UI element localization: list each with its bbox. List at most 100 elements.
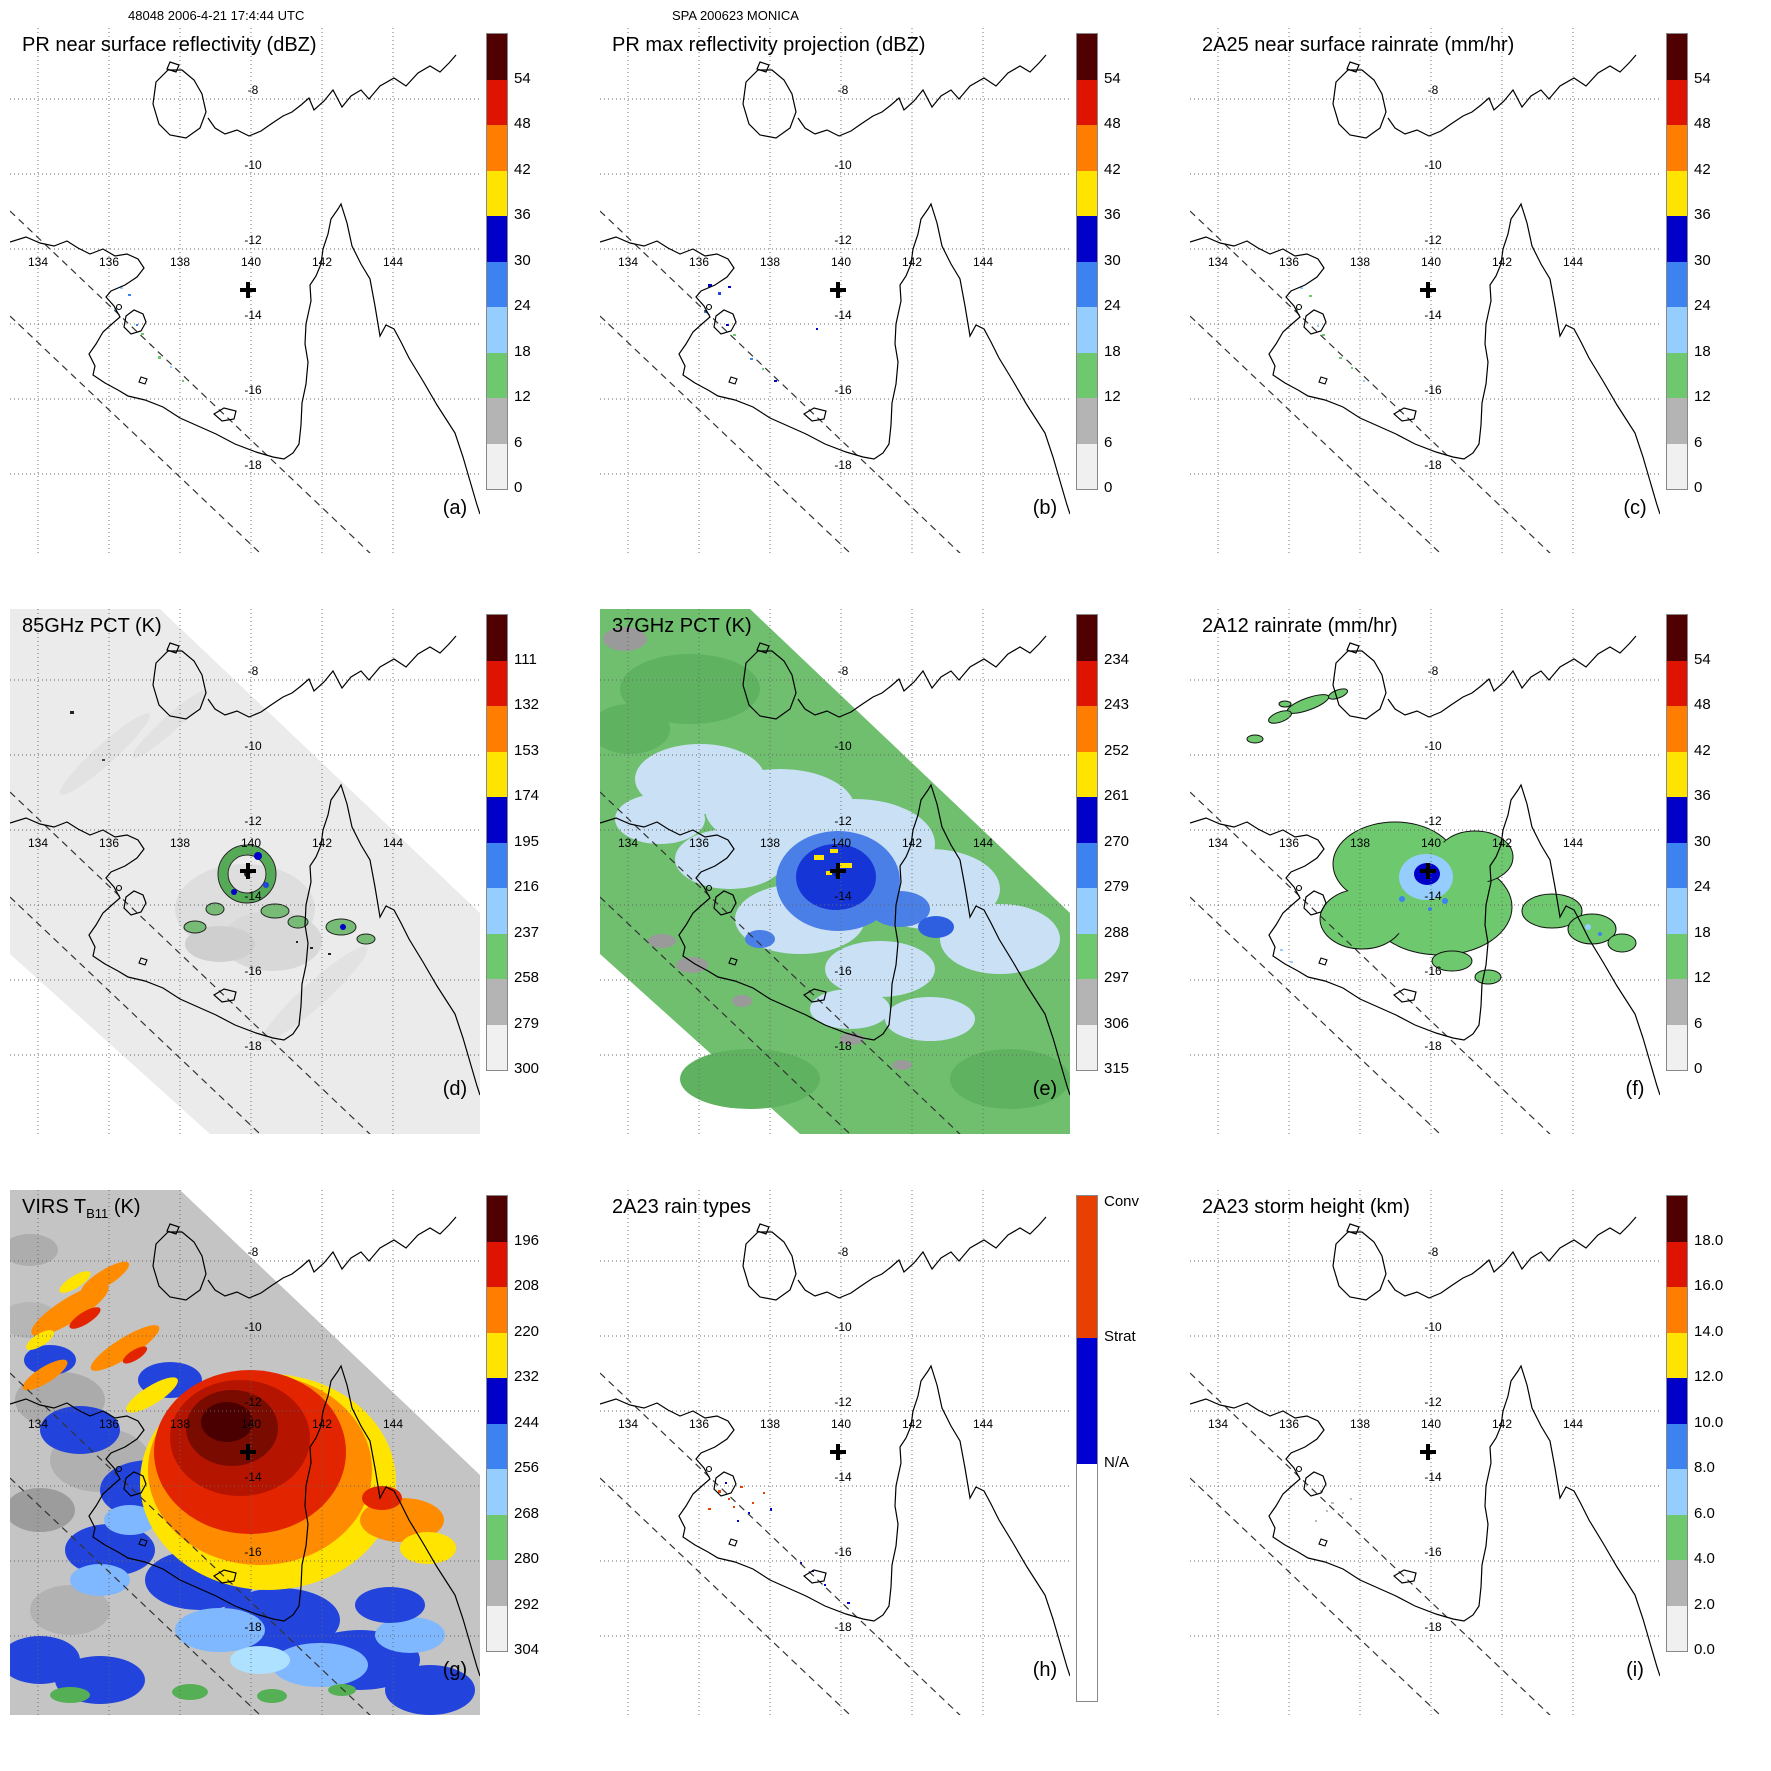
figure-header-storm-name: SPA 200623 MONICA bbox=[672, 8, 799, 23]
lon-label: 140 bbox=[241, 1417, 261, 1431]
data-overlay bbox=[69, 1307, 101, 1329]
colorbar-tick: 54 bbox=[1694, 69, 1711, 87]
colorbar-segment bbox=[1077, 125, 1097, 171]
colorbar-tick: 12.0 bbox=[1694, 1368, 1724, 1385]
colorbar-segment bbox=[1667, 1241, 1687, 1287]
colorbar-tick: 36 bbox=[514, 206, 531, 223]
basemap bbox=[1190, 1216, 1660, 1677]
colorbar-segment bbox=[1077, 751, 1097, 797]
data-overlay bbox=[918, 916, 954, 938]
colorbar-d: 111 132 153 174 195 216 237 258 279 300 bbox=[486, 614, 596, 1077]
island-bickerton bbox=[1295, 884, 1303, 892]
data-overlay bbox=[725, 1482, 727, 1484]
panel-letter: (c) bbox=[1623, 497, 1646, 519]
colorbar-segment bbox=[1667, 125, 1687, 171]
lon-label: 134 bbox=[1208, 836, 1228, 850]
data-overlay bbox=[830, 849, 838, 853]
colorbar-segment bbox=[1667, 261, 1687, 307]
colorbar-segment bbox=[1667, 1423, 1687, 1469]
coastline-new-guinea bbox=[797, 1216, 1047, 1299]
colorbar-tick: 18 bbox=[1694, 923, 1711, 941]
colorbar-segment bbox=[1667, 1196, 1687, 1242]
colorbar-tick: 16.0 bbox=[1694, 1277, 1724, 1294]
lat-label: -12 bbox=[244, 233, 262, 247]
lat-label: -14 bbox=[244, 308, 262, 322]
data-overlay bbox=[182, 380, 184, 382]
lat-label: -8 bbox=[248, 664, 259, 678]
panel-title: PR near surface reflectivity (dBZ) bbox=[22, 34, 317, 57]
colorbar-h: Conv Strat N/A bbox=[1076, 1193, 1186, 1702]
data-overlay-layer bbox=[1246, 688, 1637, 985]
colorbar-segment bbox=[1077, 933, 1097, 979]
colorbar-segment bbox=[1077, 1024, 1097, 1070]
panel-c: 134 136 138 140 142 144 -8 -10 -12 -14 -16 -18 (c) 2… bbox=[1180, 28, 1770, 609]
lat-label: -8 bbox=[838, 83, 849, 97]
island-bickerton bbox=[115, 884, 123, 892]
panel-title-text: PR near surface reflectivity (dBZ) bbox=[22, 34, 317, 56]
basemap bbox=[600, 1216, 1070, 1677]
lon-label: 140 bbox=[831, 255, 851, 269]
colorbar-segment bbox=[487, 216, 507, 262]
colorbar-segment bbox=[487, 443, 507, 489]
data-overlay bbox=[230, 1646, 290, 1674]
island-small bbox=[756, 61, 770, 73]
lat-label: -14 bbox=[834, 1470, 852, 1484]
data-overlay bbox=[1317, 325, 1319, 327]
swath-edge-line bbox=[10, 1477, 261, 1715]
panel-title: 2A25 near surface rainrate (mm/hr) bbox=[1202, 34, 1514, 57]
colorbar-tick: 24 bbox=[1104, 297, 1121, 314]
data-overlay bbox=[158, 356, 161, 359]
lon-label: 138 bbox=[1350, 836, 1370, 850]
colorbar-segment bbox=[1667, 615, 1687, 661]
lon-label: 138 bbox=[1350, 255, 1370, 269]
lon-label: 138 bbox=[170, 836, 190, 850]
data-overlay bbox=[1399, 896, 1405, 902]
map-canvas-i: 134 136 138 140 142 144 -8 -10 -12 -14 -16 -18 (i) bbox=[1190, 1190, 1660, 1715]
data-overlay bbox=[70, 1564, 130, 1596]
coastline-australia bbox=[10, 783, 480, 1096]
map-canvas-b: 134 136 138 140 142 144 -8 -10 -12 -14 -16 -18 (b) bbox=[600, 28, 1070, 553]
coastline-new-guinea bbox=[207, 1216, 457, 1299]
colorbar-tick: 24 bbox=[514, 297, 531, 314]
colorbar-tick: 36 bbox=[1694, 206, 1711, 223]
lon-label: 142 bbox=[1492, 255, 1512, 269]
colorbar-segment bbox=[487, 1514, 507, 1560]
colorbar-segment bbox=[1667, 443, 1687, 489]
lon-label: 136 bbox=[689, 1417, 709, 1431]
colorbar-segment bbox=[487, 125, 507, 171]
island-pellew bbox=[728, 376, 738, 385]
lon-label: 140 bbox=[241, 255, 261, 269]
data-overlay-layer bbox=[114, 286, 184, 382]
lon-label: 136 bbox=[689, 255, 709, 269]
swath-edge-line bbox=[600, 896, 851, 1134]
data-overlay bbox=[762, 368, 764, 370]
data-overlay bbox=[1598, 932, 1602, 936]
data-overlay bbox=[170, 366, 172, 368]
colorbar-segment bbox=[1077, 706, 1097, 752]
coastline-australia bbox=[1190, 1364, 1660, 1677]
map-canvas-c: 134 136 138 140 142 144 -8 -10 -12 -14 -16 -18 (c) bbox=[1190, 28, 1660, 553]
swath-edge-line bbox=[600, 1477, 851, 1715]
swath-edge-line bbox=[10, 896, 261, 1134]
island-pellew bbox=[728, 1538, 738, 1547]
colorbar-tick: 18.0 bbox=[1694, 1231, 1724, 1249]
data-overlay bbox=[940, 904, 1060, 974]
data-overlay bbox=[356, 933, 376, 945]
panel-title: 85GHz PCT (K) bbox=[22, 615, 162, 638]
panel-h: 134 136 138 140 142 144 -8 -10 -12 -14 -16 -18 (h) 2… bbox=[590, 1190, 1180, 1771]
panel-a: 134 136 138 140 142 144 -8 -10 -12 -14 -16 -18 (a) P… bbox=[0, 28, 590, 609]
colorbar-tick: 261 bbox=[1104, 787, 1130, 804]
data-overlay bbox=[770, 1508, 772, 1511]
storm-center-marker bbox=[240, 1444, 256, 1460]
colorbar-tick: 195 bbox=[514, 832, 540, 850]
island-bickerton bbox=[1295, 303, 1303, 311]
colorbar-tick: 54 bbox=[1104, 69, 1121, 87]
colorbar-segment bbox=[487, 307, 507, 353]
lon-label: 140 bbox=[241, 836, 261, 850]
data-overlay bbox=[1246, 734, 1264, 744]
data-overlay bbox=[763, 1492, 765, 1494]
data-overlay bbox=[748, 1512, 750, 1514]
colorbar-category-label: N/A bbox=[1104, 1454, 1130, 1471]
colorbar-tick: 2.0 bbox=[1694, 1595, 1715, 1613]
colorbar-tick: 30 bbox=[514, 251, 531, 269]
